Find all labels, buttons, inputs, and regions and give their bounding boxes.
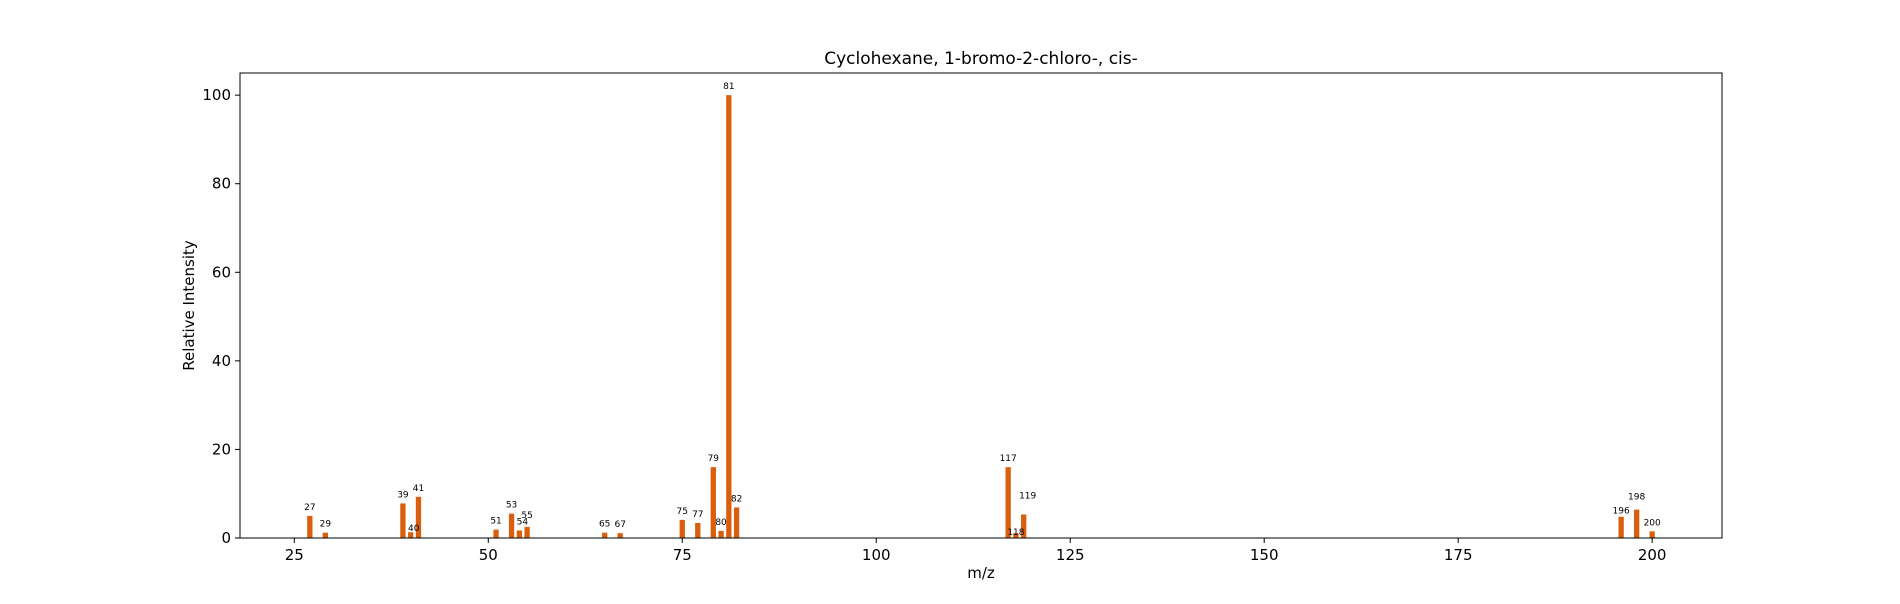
peak-bar-196 [1618,516,1624,538]
x-tick-label: 200 [1638,546,1667,564]
peak-bar-119 [1021,514,1027,538]
y-tick-label: 20 [212,440,231,458]
x-tick-label: 125 [1056,546,1085,564]
plot-frame [239,72,1723,539]
peak-bar-67 [617,533,623,538]
y-tick-label: 40 [212,352,231,370]
peak-label-67: 67 [614,520,625,530]
y-tick-label: 80 [212,175,231,193]
peak-label-196: 196 [1613,507,1630,517]
peak-bar-81 [726,95,732,538]
y-ticks: 0 20 40 60 80 100 [202,86,240,547]
peak-bar-82 [733,507,740,538]
peak-label-77: 77 [692,510,703,520]
peak-label-40: 40 [408,524,420,534]
peak-bar-77 [695,522,701,538]
peak-bar-80 [718,530,724,538]
peak-label-79: 79 [708,454,720,464]
peak-label-80: 80 [715,518,727,528]
x-tick-label: 100 [862,546,891,564]
y-tick-label: 100 [202,86,231,104]
x-tick-label: 175 [1444,546,1473,564]
chart-title: Cyclohexane, 1-bromo-2-chloro-, cis- [824,49,1138,69]
x-tick-label: 75 [673,546,692,564]
peak-label-51: 51 [490,517,501,527]
peak-bar-200 [1649,531,1655,538]
peak-bar-118 [1013,533,1019,538]
y-tick-label: 60 [212,263,231,281]
peak-label-55: 55 [521,511,532,521]
peak-bar-39 [400,503,406,538]
y-tick-label: 0 [221,529,231,547]
peak-label-29: 29 [320,520,332,530]
peak-label-81: 81 [723,82,734,92]
peak-bar-75 [679,519,685,538]
bars-layer [307,95,1655,538]
peak-bar-55 [524,526,530,538]
peak-label-75: 75 [677,507,688,517]
x-tick-label: 50 [479,546,498,564]
peak-label-54: 54 [517,517,529,527]
peak-label-53: 53 [506,501,517,511]
peak-bar-54 [516,530,522,538]
peak-bar-51 [493,529,499,538]
peak-bar-27 [307,515,313,538]
peak-label-27: 27 [304,503,315,513]
peak-label-198: 198 [1628,493,1645,503]
peak-label-82: 82 [731,494,742,504]
x-axis-label: m/z [967,564,995,582]
peak-bar-40 [408,532,414,538]
peak-label-118: 118 [1007,528,1024,538]
peak-label-39: 39 [397,490,409,500]
peak-bar-79 [710,467,716,538]
peak-bar-53 [508,513,515,538]
peak-label-117: 117 [1000,454,1017,464]
peak-bar-198 [1634,509,1640,538]
peak-label-119: 119 [1019,492,1036,502]
peak-bar-41 [415,496,422,538]
peak-bar-117 [1005,467,1011,538]
peak-bar-29 [322,532,328,538]
peak-label-65: 65 [599,520,610,530]
x-tick-label: 25 [285,546,304,564]
peak-label-41: 41 [413,484,424,494]
peak-bar-65 [602,532,608,538]
x-ticks: 25 50 75 100 125 150 175 200 [285,538,1667,564]
peak-label-200: 200 [1644,518,1661,528]
y-axis-label: Relative Intensity [180,240,198,371]
x-tick-label: 150 [1250,546,1279,564]
